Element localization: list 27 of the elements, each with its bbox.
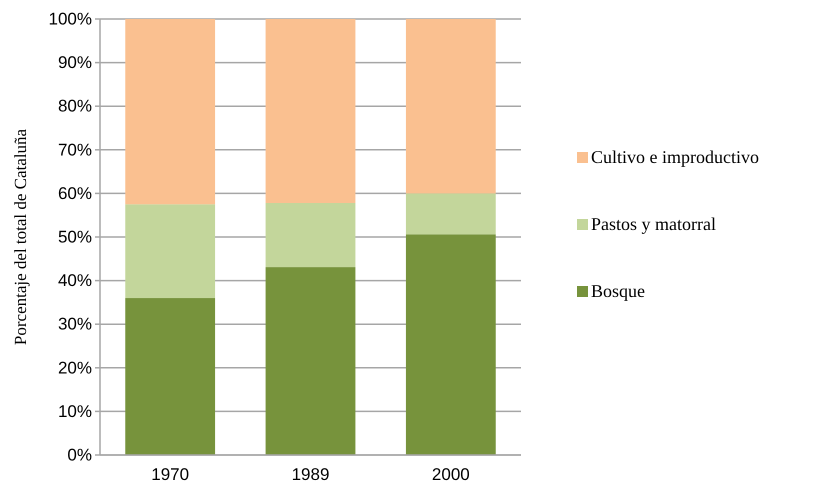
y-tick-label: 80%	[58, 96, 92, 116]
y-tick-label: 70%	[58, 140, 92, 160]
y-tick-label: 10%	[58, 402, 92, 421]
x-tick-label: 2000	[432, 465, 470, 484]
bar	[406, 234, 496, 455]
bar	[266, 267, 356, 455]
y-tick-label: 50%	[58, 227, 92, 246]
y-tick-label: 0%	[67, 445, 92, 464]
x-tick-label: 1989	[292, 465, 330, 484]
y-tick-label: 40%	[58, 271, 92, 290]
legend-label: Cultivo e improductivo	[591, 147, 759, 167]
bar	[125, 19, 216, 204]
bar	[266, 202, 356, 268]
bar	[406, 19, 496, 194]
y-tick-label: 100%	[48, 9, 92, 28]
y-tick-label: 20%	[58, 358, 92, 378]
legend-label: Bosque	[591, 281, 646, 301]
legend-label: Pastos y matorral	[591, 214, 716, 234]
y-tick-label: 90%	[58, 53, 92, 72]
bar	[125, 298, 216, 455]
bar	[406, 193, 496, 234]
y-tick-label: 60%	[58, 184, 92, 203]
y-tick-label: 30%	[58, 314, 92, 334]
bar	[266, 19, 356, 203]
x-tick-label: 1970	[151, 465, 190, 484]
y-axis-title: Porcentaje del total de Cataluña	[11, 128, 30, 346]
bar	[125, 204, 216, 298]
